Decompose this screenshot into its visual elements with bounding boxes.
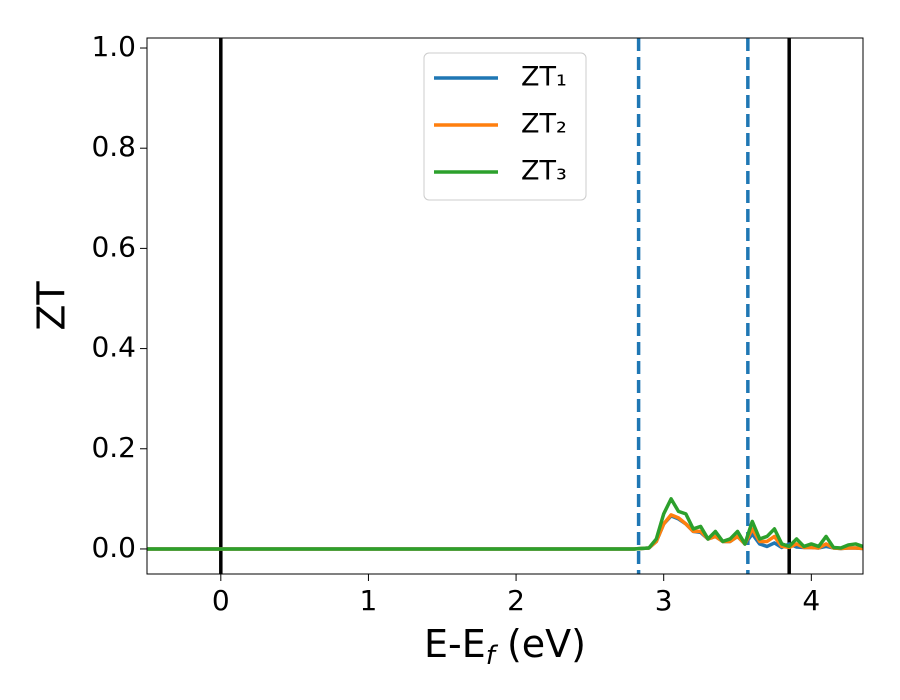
y-tick-label: 0.4 (91, 331, 136, 364)
y-tick-label: 0.6 (91, 230, 136, 263)
y-axis-label: ZT (30, 281, 74, 331)
plot-area (147, 38, 863, 574)
x-tick-label: 2 (507, 584, 525, 617)
x-tick-label: 1 (360, 584, 378, 617)
x-tick-label: 0 (212, 584, 230, 617)
y-tick-label: 0.0 (91, 531, 136, 564)
plot-frame (146, 37, 864, 575)
legend-label: ZT₁ (521, 62, 567, 93)
legend-label: ZT₂ (521, 109, 567, 140)
y-tick-label: 0.8 (91, 130, 136, 163)
x-tick-label: 4 (802, 584, 820, 617)
y-tick-label: 1.0 (91, 30, 136, 63)
x-tick-label: 3 (655, 584, 673, 617)
y-tick-label: 0.2 (91, 431, 136, 464)
legend-box (423, 52, 587, 201)
series-line (147, 497, 863, 551)
x-axis-label: E-Ef (eV) (424, 622, 586, 671)
legend-label: ZT₃ (521, 156, 567, 187)
